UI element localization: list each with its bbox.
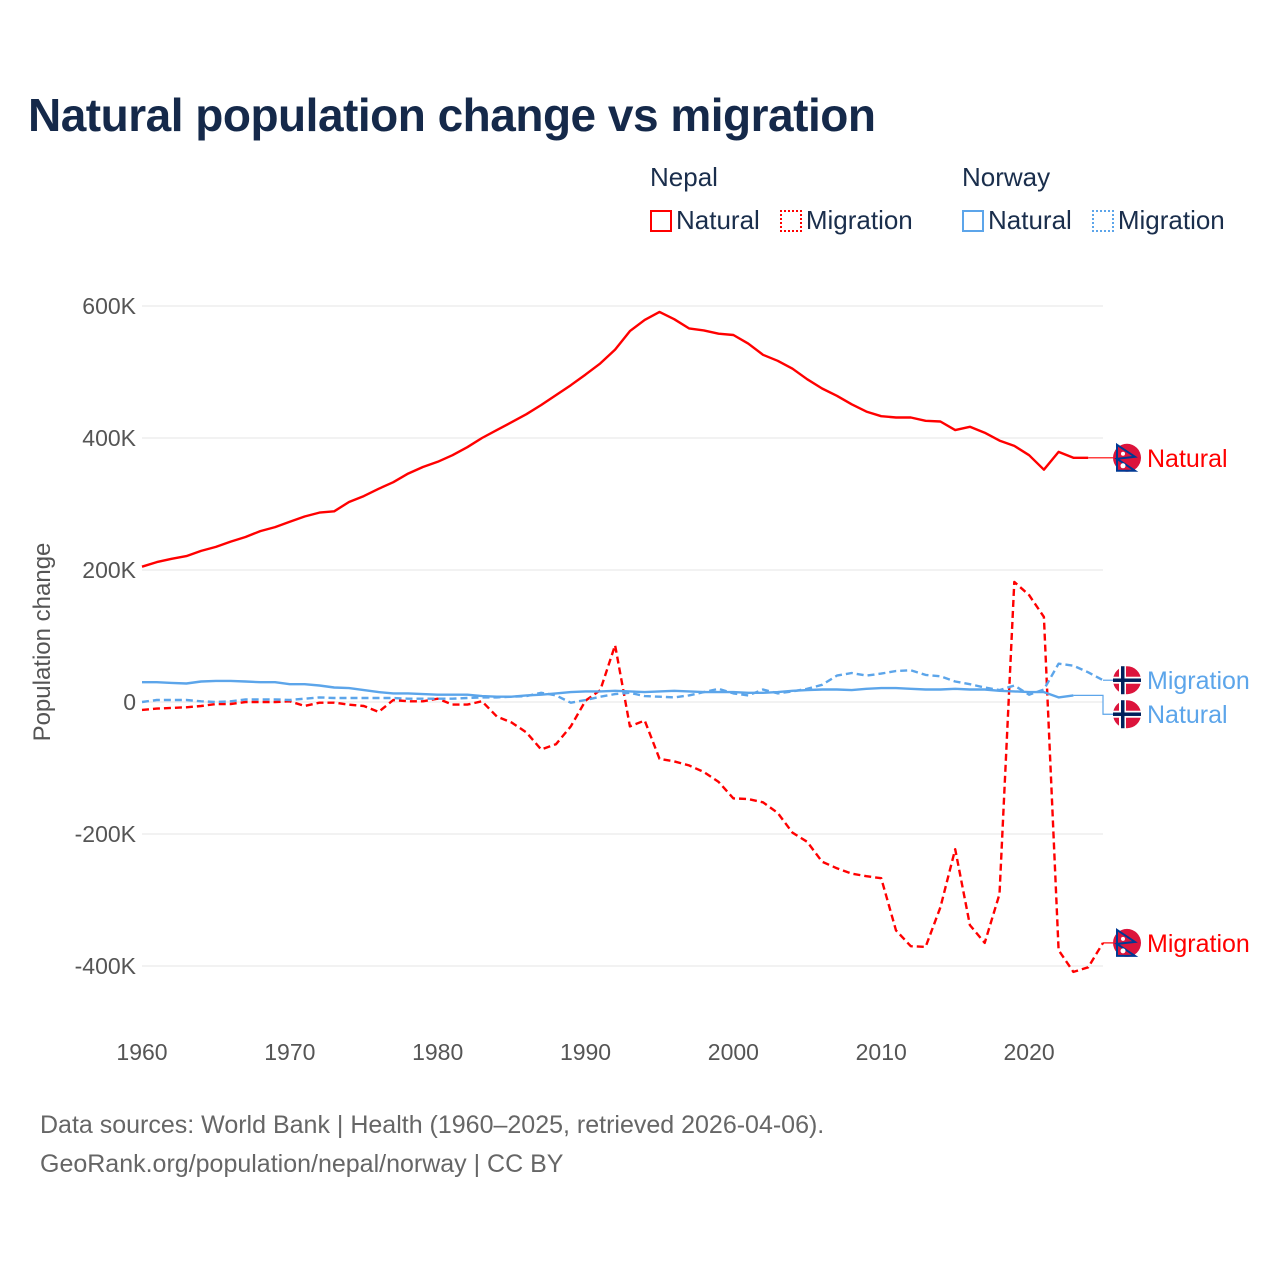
legend-item-norway-natural[interactable]: Natural xyxy=(962,205,1072,236)
end-label-nepal-natural: Natural xyxy=(1147,445,1228,473)
nepal-flag-icon xyxy=(1113,442,1141,472)
series-line-norway-natural xyxy=(142,679,1074,699)
x-tick-label: 1960 xyxy=(116,1039,167,1065)
series-line-norway-migration xyxy=(141,662,1104,704)
legend-label: Natural xyxy=(676,205,760,235)
legend-item-nepal-natural[interactable]: Natural xyxy=(650,205,760,236)
y-tick-label: 200K xyxy=(82,557,136,583)
x-tick-label: 2020 xyxy=(1003,1039,1054,1065)
y-tick-label: 400K xyxy=(82,425,136,451)
legend-group-name: Norway xyxy=(962,162,1051,192)
x-tick-label: 1970 xyxy=(264,1039,315,1065)
solid-swatch-icon xyxy=(962,209,984,232)
footer: Data sources: World Bank | Health (1960–… xyxy=(40,1106,824,1184)
legend-label: Migration xyxy=(805,205,913,235)
legend-group-name: Nepal xyxy=(650,162,718,192)
legend-group-norway: Norway Natural Migration xyxy=(962,162,1225,236)
norway-flag-icon xyxy=(1113,666,1141,695)
end-label-nepal-migration: Migration xyxy=(1147,930,1250,958)
data-source-note: Data sources: World Bank | Health (1960–… xyxy=(40,1111,825,1139)
x-tick-label: 2010 xyxy=(856,1039,907,1065)
dotted-swatch-icon xyxy=(779,209,802,232)
chart-title: Natural population change vs migration xyxy=(28,89,876,141)
x-tick-label: 1990 xyxy=(560,1039,611,1065)
y-tick-label: -200K xyxy=(75,821,137,847)
end-label-connector xyxy=(1073,694,1113,715)
series-line-nepal-migration xyxy=(141,580,1105,974)
y-tick-label: 0 xyxy=(123,689,136,715)
end-label-norway-migration: Migration xyxy=(1147,667,1250,695)
nepal-flag-icon xyxy=(1113,928,1141,957)
legend-item-norway-migration[interactable]: Migration xyxy=(1091,205,1225,236)
x-tick-label: 2000 xyxy=(708,1039,759,1065)
y-tick-label: 600K xyxy=(82,293,136,319)
legend-group-nepal: Nepal Natural Migration xyxy=(650,162,913,236)
dotted-swatch-icon xyxy=(1091,209,1114,232)
end-label-norway-natural: Natural xyxy=(1147,701,1228,729)
x-tick-label: 1980 xyxy=(412,1039,463,1065)
attribution-link[interactable]: GeoRank.org/population/nepal/norway | CC… xyxy=(40,1150,564,1178)
solid-swatch-icon xyxy=(650,209,672,232)
y-axis-label: Population change xyxy=(29,543,56,742)
legend-label: Migration xyxy=(1117,205,1225,235)
norway-flag-icon xyxy=(1113,700,1141,729)
legend-item-nepal-migration[interactable]: Migration xyxy=(779,205,913,236)
y-tick-label: -400K xyxy=(75,953,137,979)
legend-label: Natural xyxy=(988,205,1072,235)
series-line-nepal-natural xyxy=(141,310,1089,568)
